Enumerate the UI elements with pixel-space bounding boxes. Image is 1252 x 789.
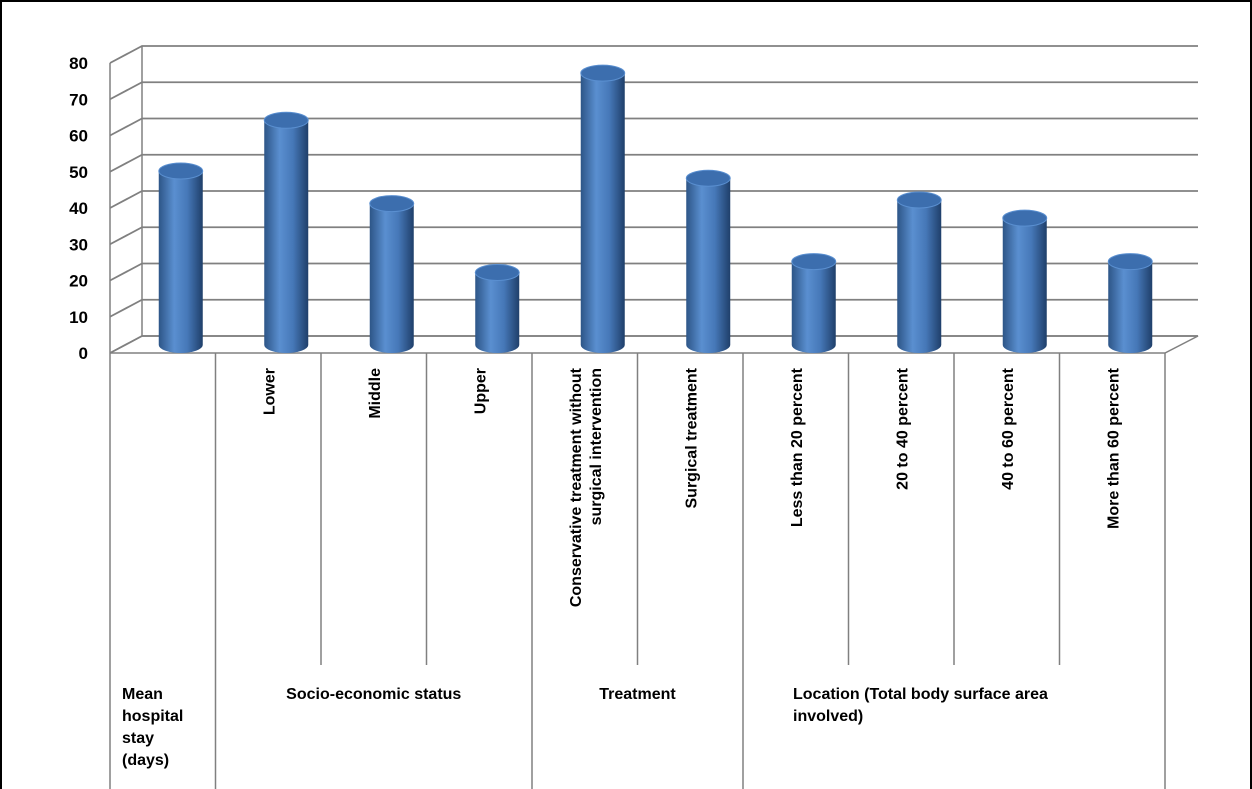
- category-label: Surgical treatment: [683, 367, 700, 508]
- bar-top: [1002, 209, 1048, 227]
- bar: [791, 261, 836, 353]
- bar-top: [580, 64, 626, 82]
- y-tick-label: 70: [69, 90, 88, 109]
- bar-top: [369, 195, 415, 213]
- gridline: [109, 190, 1198, 209]
- gridline: [109, 153, 1198, 173]
- y-tick-label: 30: [69, 235, 88, 254]
- gridline: [109, 335, 1198, 354]
- bar: [264, 120, 309, 353]
- gridline: [109, 298, 1198, 318]
- category-label: Lower: [261, 368, 278, 415]
- category-label: Middle: [367, 368, 384, 419]
- y-tick-label: 0: [79, 344, 88, 363]
- bar: [369, 203, 414, 353]
- bar: [897, 200, 942, 353]
- y-tick-label: 80: [69, 54, 88, 73]
- category-label: Less than 20 percent: [789, 367, 806, 527]
- gridline: [109, 226, 1198, 246]
- group-label: Location (Total body surface area involv…: [793, 686, 1048, 725]
- bar-top: [474, 264, 520, 281]
- category-table-lines: [109, 353, 1166, 789]
- bar-top: [685, 169, 731, 187]
- category-labels: Lower Middle Upper Conservative treatment w…: [261, 367, 1122, 607]
- bar: [158, 171, 203, 353]
- y-tick-label: 60: [69, 127, 88, 146]
- bar: [1108, 261, 1153, 353]
- bar-top: [1107, 253, 1153, 271]
- gridlines: [109, 45, 1198, 354]
- category-label: surgical intervention: [588, 368, 605, 525]
- bar: [1002, 218, 1047, 353]
- y-tick-label: 20: [69, 272, 88, 291]
- category-label: 20 to 40 percent: [894, 367, 911, 490]
- bar-top: [896, 191, 942, 209]
- bar-top: [791, 253, 837, 271]
- bar-top: [263, 111, 309, 129]
- bar: [475, 272, 520, 353]
- group-label: Mean hospital stay (days): [122, 686, 184, 769]
- gridline: [109, 262, 1198, 282]
- bar: [580, 73, 625, 353]
- category-label: More than 60 percent: [1105, 367, 1122, 529]
- group-label: Treatment: [599, 686, 676, 703]
- group-label: Socio-economic status: [286, 686, 462, 703]
- bars: [158, 64, 1153, 353]
- category-label: Upper: [472, 368, 489, 414]
- gridline: [109, 117, 1198, 137]
- category-label: Conservative treatment without: [568, 367, 585, 607]
- y-tick-label: 10: [69, 308, 88, 327]
- bar-top: [158, 162, 204, 180]
- y-tick-label: 40: [69, 199, 88, 218]
- bar: [686, 178, 731, 353]
- gridline: [109, 45, 1198, 64]
- y-tick-label: 50: [69, 163, 88, 182]
- category-label: 40 to 60 percent: [1000, 367, 1017, 490]
- y-axis-ticks: 0 10 20 30 40 50 60 70 80: [69, 54, 88, 363]
- gridline: [109, 81, 1198, 101]
